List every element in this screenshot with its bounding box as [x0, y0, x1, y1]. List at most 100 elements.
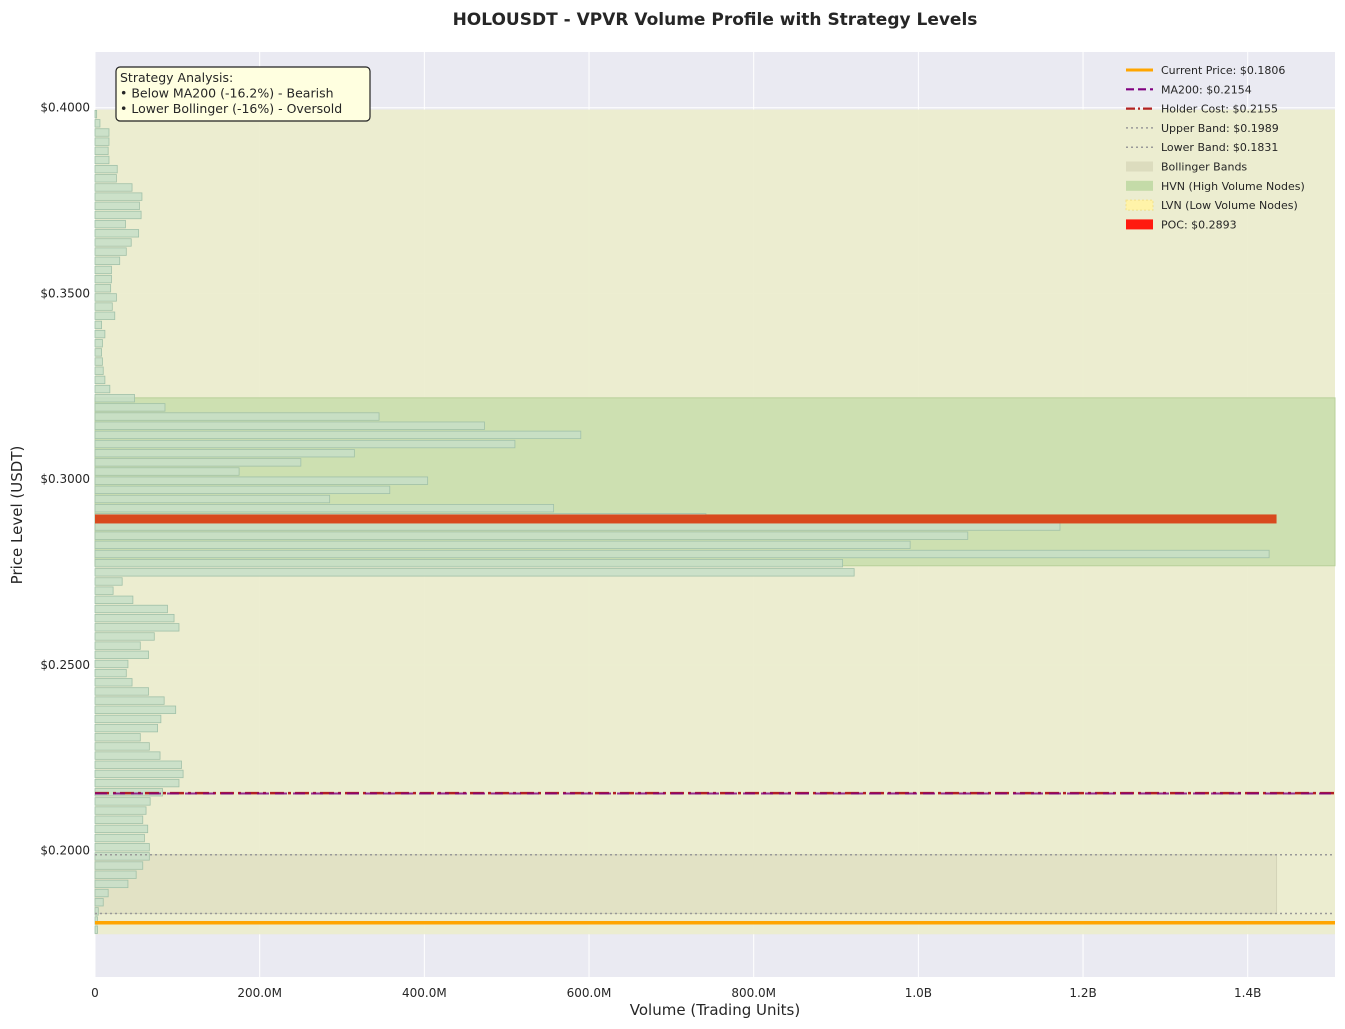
volume-bar — [94, 861, 144, 870]
volume-bar — [94, 806, 147, 815]
annotation-line: • Lower Bollinger (-16%) - Oversold — [120, 101, 342, 116]
volume-bar — [94, 412, 380, 421]
volume-bar — [94, 907, 99, 916]
legend-entry: Bollinger Bands — [1161, 161, 1247, 174]
volume-bar — [94, 247, 127, 256]
volume-bar — [94, 687, 149, 696]
volume-bar — [94, 137, 110, 146]
volume-bar — [94, 229, 140, 238]
volume-bar — [94, 467, 240, 476]
legend-entry: Holder Cost: $0.2155 — [1161, 103, 1278, 116]
volume-bar — [94, 613, 175, 623]
volume-bar — [94, 742, 150, 751]
y-tick-label: $0.3500 — [40, 286, 90, 300]
volume-bar — [94, 769, 184, 779]
volume-bar — [94, 403, 166, 412]
annotation-box — [115, 66, 371, 122]
volume-bar — [94, 623, 180, 632]
volume-bar — [94, 898, 104, 907]
legend-swatch — [1125, 199, 1154, 211]
volume-bar — [94, 375, 106, 385]
volume-bar — [94, 210, 142, 220]
volume-bar — [94, 329, 106, 339]
volume-bar — [94, 348, 102, 357]
volume-bar — [94, 458, 302, 467]
volume-bar — [94, 925, 98, 934]
volume-bar — [94, 174, 117, 183]
x-tick-label: 1.0B — [905, 986, 932, 1000]
x-tick-label: 0 — [91, 986, 99, 1000]
y-tick-label: $0.2500 — [40, 658, 90, 672]
volume-bar — [94, 485, 391, 495]
legend-swatch — [1126, 219, 1153, 230]
volume-bar — [94, 439, 516, 449]
volume-bar — [94, 146, 109, 155]
volume-bar — [94, 586, 114, 595]
volume-bar — [94, 302, 113, 311]
volume-bar — [94, 888, 109, 898]
volume-bar — [94, 833, 145, 843]
volume-bar — [94, 733, 141, 742]
volume-bar — [94, 201, 140, 210]
volume-bar — [94, 696, 165, 705]
x-tick-label: 1.2B — [1069, 986, 1096, 1000]
strategy-annotation: Strategy Analysis:• Below MA200 (-16.2%)… — [115, 66, 371, 122]
volume-bar — [94, 577, 123, 586]
bollinger-band-zone — [94, 854, 1278, 914]
volume-bar — [94, 531, 969, 540]
volume-bar — [94, 128, 110, 137]
volume-bar — [94, 394, 135, 403]
legend-entry: Lower Band: $0.1831 — [1161, 141, 1278, 154]
volume-bar — [94, 650, 149, 659]
legend: Current Price: $0.1806 MA200: $0.2154 Hold… — [1125, 64, 1305, 231]
strategy-level-lines — [95, 514, 1335, 925]
volume-bar — [94, 284, 112, 293]
legend-entry: MA200: $0.2154 — [1161, 83, 1252, 96]
x-tick-label: 200.0M — [237, 986, 282, 1000]
volume-bar — [94, 852, 150, 861]
volume-bar — [94, 274, 112, 284]
volume-bar — [94, 568, 855, 577]
volume-bar — [94, 815, 144, 824]
volume-bar — [94, 778, 180, 788]
volume-bar — [94, 824, 149, 834]
volume-bar — [94, 155, 110, 165]
volume-bar — [94, 604, 168, 614]
volume-bar — [94, 119, 101, 128]
volume-bar — [94, 320, 102, 330]
volume-bar — [94, 311, 116, 320]
x-tick-label: 1.4B — [1234, 986, 1261, 1000]
volume-bar — [94, 723, 158, 733]
volume-bar — [94, 494, 331, 504]
legend-entry: Current Price: $0.1806 — [1161, 64, 1285, 77]
volume-bar — [94, 504, 555, 513]
x-tick-label: 600.0M — [567, 986, 612, 1000]
poc-bar — [95, 514, 1277, 524]
volume-bar — [94, 265, 112, 275]
annotation-line: • Below MA200 (-16.2%) - Bearish — [120, 86, 334, 101]
y-axis-ticks: $0.2000 $0.2500 $0.3000 $0.3500 $0.4000 — [40, 101, 90, 858]
volume-bar — [94, 705, 177, 714]
x-tick-label: 800.0M — [731, 986, 776, 1000]
y-tick-label: $0.2000 — [40, 844, 90, 858]
volume-bar — [94, 870, 137, 879]
legend-entry: HVN (High Volume Nodes) — [1161, 180, 1305, 193]
volume-bar — [94, 164, 118, 174]
y-axis-label: Price Level (USDT) — [8, 446, 26, 585]
volume-bar — [94, 879, 129, 889]
volume-bar — [94, 449, 355, 458]
legend-entry: POC: $0.2893 — [1161, 218, 1237, 231]
volume-bar — [94, 357, 103, 366]
legend-entry: LVN (Low Volume Nodes) — [1161, 199, 1298, 212]
x-axis-ticks: 0 200.0M 400.0M 600.0M 800.0M 1.0B 1.2B 1.4B — [91, 986, 1261, 1000]
volume-bar — [94, 293, 117, 302]
volume-bar — [94, 183, 133, 192]
volume-bar — [94, 797, 151, 806]
volume-bar — [94, 384, 111, 394]
volume-bar — [94, 659, 129, 669]
volume-bar — [94, 751, 161, 760]
volume-bar — [94, 110, 98, 119]
volume-bar — [94, 192, 143, 201]
volume-bar — [94, 238, 132, 247]
x-tick-label: 400.0M — [402, 986, 447, 1000]
